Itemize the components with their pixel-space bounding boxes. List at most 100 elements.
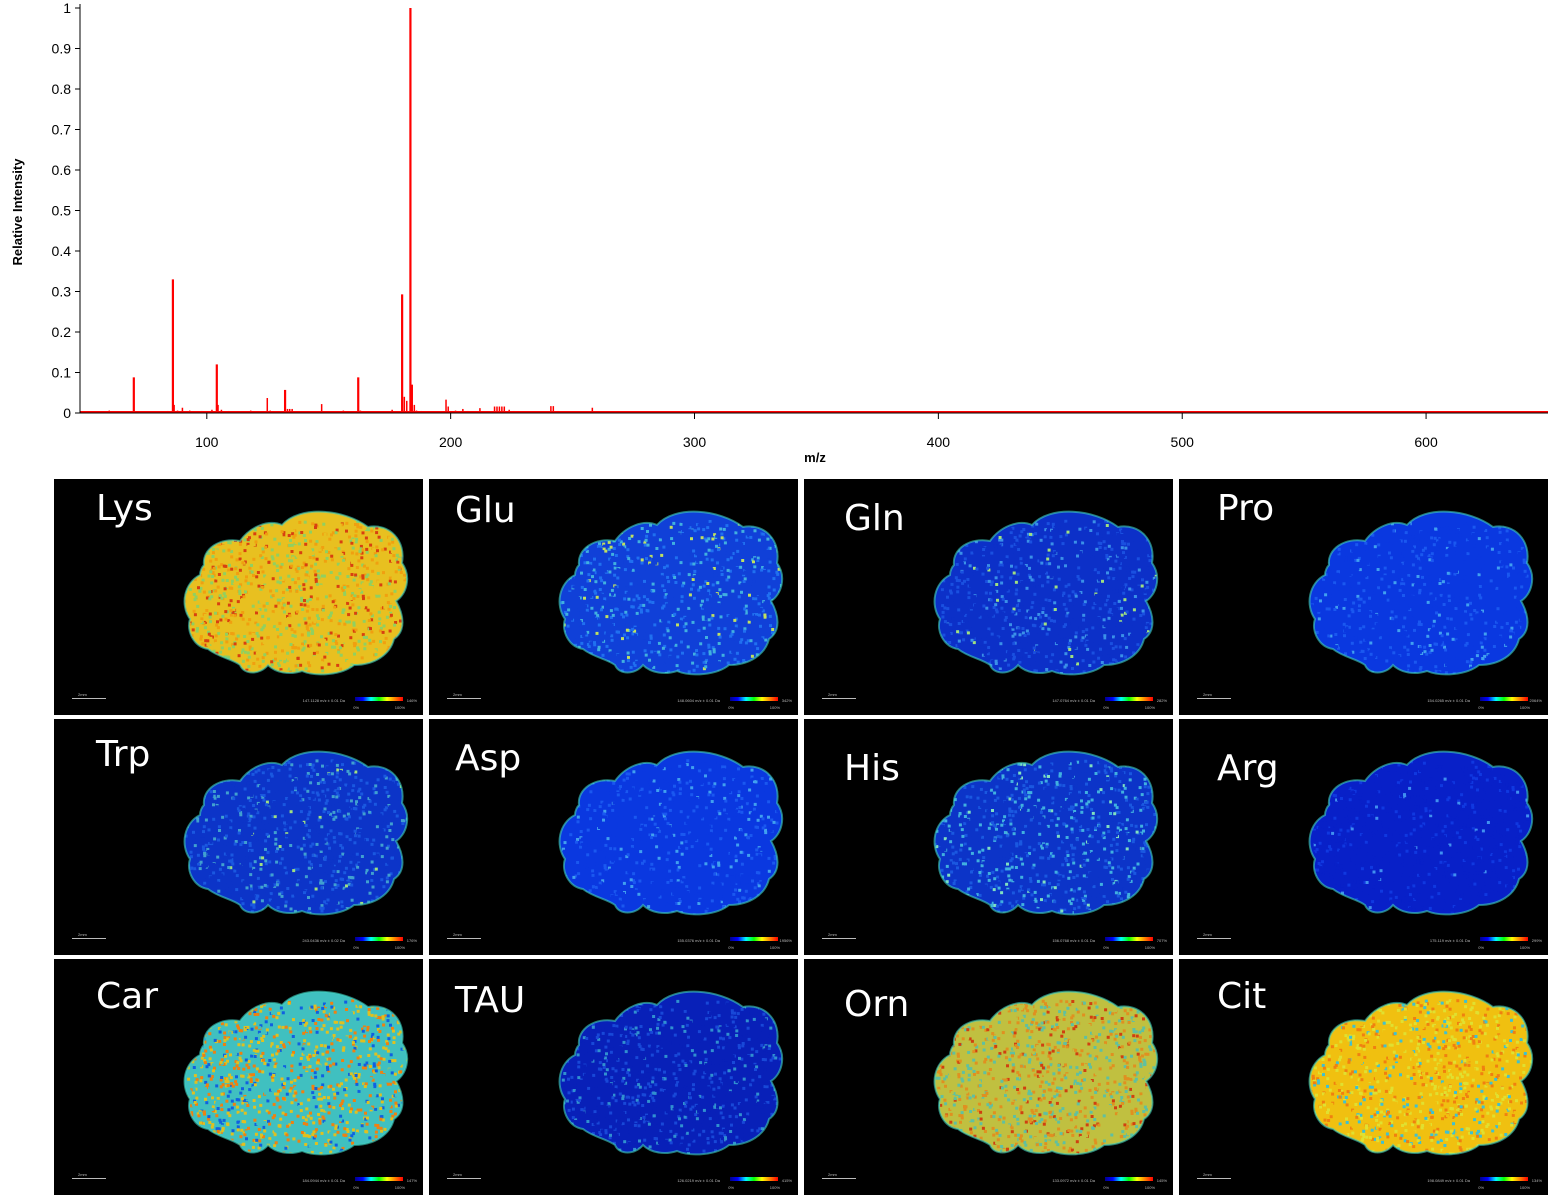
- mz-info-label: 148.0604 m/z ± 0.01 Da: [677, 698, 720, 703]
- ion-image-arg: Arg 2mm 175.119 m/z ± 0.01 Da 299% 0% 100%: [1179, 719, 1548, 955]
- colorbar-min-label: 0%: [1103, 1185, 1109, 1190]
- brain-section-image: [1308, 990, 1534, 1156]
- ion-image-trp: Trp 2mm 243.0436 m/z ± 0.02 Da 176% 0% 100%: [54, 719, 423, 955]
- scale-bar: [822, 1178, 856, 1179]
- brain-outline: [183, 510, 409, 676]
- colorbar-max-percent: 415%: [781, 1178, 792, 1183]
- ion-image-his: His 2mm 156.0768 m/z ± 0.01 Da 707% 0% 100%: [804, 719, 1173, 955]
- intensity-pixels: [184, 519, 408, 675]
- colorbar-max-label: 100%: [394, 705, 405, 710]
- brain-section-image: [183, 750, 409, 916]
- brain-section-image: [558, 510, 784, 676]
- colorbar-min-label: 0%: [1478, 705, 1484, 710]
- brain-outline: [933, 510, 1159, 676]
- colorbar-max-label: 100%: [394, 1185, 405, 1190]
- mz-info-label: 184.0944 m/z ± 0.01 Da: [302, 1178, 345, 1183]
- colorbar-max-label: 100%: [769, 705, 780, 710]
- brain-section-image: [1308, 510, 1534, 676]
- brain-section-image: [558, 750, 784, 916]
- colorbar-min-label: 0%: [728, 1185, 734, 1190]
- colorbar-max-percent: 176%: [406, 938, 417, 943]
- brain-section-image: [933, 990, 1159, 1156]
- scale-bar: [72, 1178, 106, 1179]
- scale-bar-label: 2mm: [828, 1172, 837, 1177]
- panel-label: Asp: [455, 738, 522, 779]
- panel-label: TAU: [455, 980, 526, 1021]
- panel-label: Pro: [1217, 488, 1275, 529]
- y-axis-title: Relative Intensity: [10, 158, 25, 266]
- scale-bar: [447, 938, 481, 939]
- brain-outline: [1308, 510, 1534, 676]
- mz-info-label: 175.119 m/z ± 0.01 Da: [1429, 938, 1470, 943]
- colorbar-max-label: 100%: [1519, 1185, 1530, 1190]
- intensity-colorbar: [1480, 697, 1528, 701]
- scale-bar: [1197, 1178, 1231, 1179]
- scale-bar-label: 2mm: [828, 932, 837, 937]
- intensity-colorbar: [355, 697, 403, 701]
- mz-info-label: 133.0972 m/z ± 0.01 Da: [1052, 1178, 1095, 1183]
- panel-label: Trp: [96, 734, 151, 775]
- intensity-pixels: [184, 759, 408, 915]
- ion-image-glu: Glu 2mm 148.0604 m/z ± 0.01 Da 342% 0% 100%: [429, 479, 798, 715]
- colorbar-min-label: 0%: [353, 1185, 359, 1190]
- x-tick-label: 600: [1414, 434, 1438, 450]
- colorbar-max-label: 100%: [1144, 705, 1155, 710]
- colorbar-min-label: 0%: [1103, 705, 1109, 710]
- brain-section-image: [183, 990, 409, 1156]
- panel-label: Glu: [455, 490, 516, 531]
- colorbar-min-label: 0%: [1103, 945, 1109, 950]
- colorbar-min-label: 0%: [353, 705, 359, 710]
- x-axis-title: m/z: [804, 450, 826, 465]
- x-tick-label: 500: [1171, 434, 1195, 450]
- brain-outline: [933, 750, 1159, 916]
- panel-label: Cit: [1217, 976, 1267, 1017]
- scale-bar-label: 2mm: [78, 932, 87, 937]
- brain-outline: [183, 990, 409, 1156]
- colorbar-max-label: 100%: [1144, 945, 1155, 950]
- intensity-colorbar: [730, 937, 778, 941]
- brain-section-image: [1308, 750, 1534, 916]
- panel-label: Lys: [96, 488, 153, 529]
- x-tick-label: 200: [439, 434, 463, 450]
- scale-bar: [72, 938, 106, 939]
- ion-image-pro: Pro 2mm 154.0265 m/z ± 0.01 Da 2064% 0% 100%: [1179, 479, 1548, 715]
- mz-info-label: 156.0768 m/z ± 0.01 Da: [1052, 938, 1095, 943]
- x-tick-label: 400: [927, 434, 951, 450]
- brain-outline: [558, 750, 784, 916]
- intensity-colorbar: [355, 937, 403, 941]
- intensity-colorbar: [1105, 937, 1153, 941]
- colorbar-max-percent: 145%: [1156, 1178, 1167, 1183]
- mz-info-label: 198.0849 m/z ± 0.01 Da: [1427, 1178, 1470, 1183]
- intensity-pixels: [559, 999, 783, 1155]
- panel-label: Orn: [844, 984, 910, 1025]
- y-tick-label: 0.7: [52, 122, 72, 138]
- colorbar-max-percent: 342%: [781, 698, 792, 703]
- brain-outline: [183, 750, 409, 916]
- colorbar-max-label: 100%: [394, 945, 405, 950]
- intensity-colorbar: [730, 1177, 778, 1181]
- colorbar-max-label: 100%: [1519, 945, 1530, 950]
- colorbar-max-percent: 134%: [1531, 1178, 1542, 1183]
- ion-image-gln: Gln 2mm 147.0764 m/z ± 0.01 Da 282% 0% 100%: [804, 479, 1173, 715]
- brain-outline: [933, 990, 1159, 1156]
- brain-outline: [558, 990, 784, 1156]
- colorbar-min-label: 0%: [353, 945, 359, 950]
- scale-bar-label: 2mm: [1203, 932, 1212, 937]
- y-tick-label: 0.9: [52, 41, 72, 57]
- ion-image-tau: TAU 2mm 126.0219 m/z ± 0.01 Da 415% 0% 100%: [429, 959, 798, 1195]
- colorbar-max-label: 100%: [1519, 705, 1530, 710]
- brain-outline: [1308, 750, 1534, 916]
- scale-bar-label: 2mm: [453, 692, 462, 697]
- y-tick-label: 0.4: [52, 243, 72, 259]
- mass-spectrum-chart: 0 0.1 0.2 0.3 0.4 0.5 0.6 0.7 0.8 0.9 1 100 200 300 4…: [10, 0, 1548, 465]
- mz-info-label: 243.0436 m/z ± 0.02 Da: [302, 938, 345, 943]
- y-tick-label: 1: [63, 0, 71, 16]
- scale-bar: [822, 938, 856, 939]
- scale-bar: [447, 698, 481, 699]
- scale-bar: [447, 1178, 481, 1179]
- scale-bar-label: 2mm: [828, 692, 837, 697]
- colorbar-max-percent: 282%: [1156, 698, 1167, 703]
- intensity-colorbar: [355, 1177, 403, 1181]
- colorbar-max-percent: 147%: [406, 1178, 417, 1183]
- ion-image-asp: Asp 2mm 155.0376 m/z ± 0.01 Da 1956% 0% 100%: [429, 719, 798, 955]
